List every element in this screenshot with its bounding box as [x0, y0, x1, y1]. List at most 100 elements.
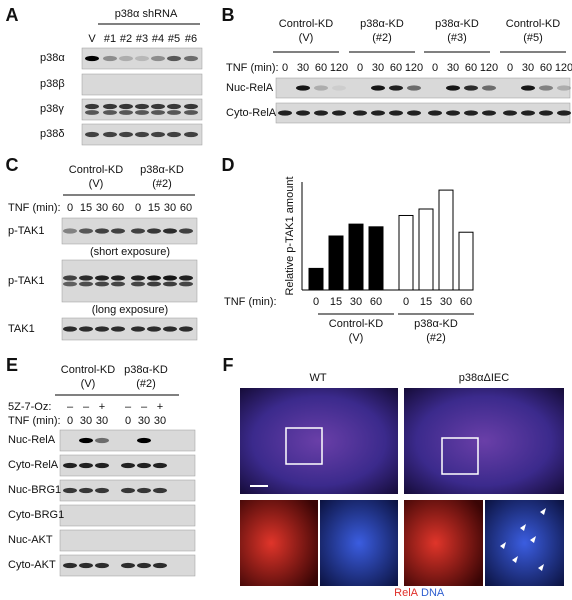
treat-label: 5Z-7-Oz: — [8, 401, 51, 413]
band — [103, 131, 117, 138]
band — [482, 110, 496, 116]
band — [79, 228, 93, 234]
group-name: p38α-KD — [140, 164, 184, 176]
band — [131, 281, 145, 287]
lane-label: #3 — [136, 33, 148, 45]
blot — [81, 47, 203, 70]
band — [95, 562, 109, 569]
group-name: p38α-KD — [360, 18, 404, 30]
band — [85, 110, 99, 115]
band — [85, 131, 99, 138]
band — [163, 326, 177, 332]
blot — [81, 73, 203, 96]
band — [79, 462, 93, 469]
band — [85, 103, 99, 110]
time-label: 0 — [67, 415, 73, 427]
band — [179, 326, 193, 332]
row-label: p38γ — [40, 103, 64, 115]
lane-label: #4 — [152, 33, 164, 45]
lane-label: #2 — [120, 33, 132, 45]
lane-label: #5 — [168, 33, 180, 45]
group-sub: (#5) — [523, 32, 543, 44]
row-label: TAK1 — [8, 323, 35, 335]
time-label: 0 — [282, 62, 288, 74]
band — [167, 131, 181, 138]
band — [119, 103, 133, 110]
band — [147, 228, 161, 234]
row-label: Nuc-RelA — [226, 82, 274, 94]
band — [111, 228, 125, 234]
tnf-label: TNF (min): — [226, 62, 279, 74]
time-label: 30 — [297, 62, 309, 74]
panel-label: D — [222, 155, 235, 175]
row-label: p38α — [40, 52, 65, 64]
time-label: 30 — [372, 62, 384, 74]
bar — [368, 226, 384, 291]
band — [63, 281, 77, 287]
condition-label: WT — [309, 372, 326, 384]
band — [103, 55, 117, 62]
band — [521, 110, 535, 116]
time-label: 120 — [330, 62, 348, 74]
image-relA-wt — [240, 500, 318, 586]
band — [151, 110, 165, 115]
group-sub: (V) — [81, 378, 96, 390]
band — [137, 487, 151, 494]
group-sub: (#3) — [447, 32, 467, 44]
band — [95, 462, 109, 469]
x-tick-label: 0 — [313, 296, 319, 308]
band — [103, 103, 117, 110]
bar — [398, 214, 414, 291]
bar — [308, 267, 324, 291]
band — [147, 281, 161, 287]
legend-dna: DNA — [421, 587, 445, 599]
band — [521, 85, 535, 91]
band — [407, 110, 421, 116]
band — [131, 228, 145, 234]
time-label: 30 — [138, 415, 150, 427]
band — [79, 437, 93, 444]
band — [539, 110, 553, 116]
time-label: 15 — [80, 202, 92, 214]
band — [119, 110, 133, 115]
band — [332, 110, 346, 116]
time-label: 60 — [540, 62, 552, 74]
time-label: 15 — [148, 202, 160, 214]
time-label: 0 — [67, 202, 73, 214]
row-label: p-TAK1 — [8, 275, 44, 287]
lane-label: #6 — [185, 33, 197, 45]
tnf-label: TNF (min): — [8, 415, 61, 427]
band — [179, 275, 193, 281]
treat-sign: – — [125, 401, 132, 413]
band — [79, 487, 93, 494]
band — [147, 275, 161, 281]
legend-relA: RelA — [394, 587, 419, 599]
band — [119, 131, 133, 138]
band — [79, 326, 93, 332]
treat-sign: + — [157, 401, 163, 413]
time-label: 0 — [432, 62, 438, 74]
bar — [348, 223, 364, 291]
row-note: (long exposure) — [92, 304, 168, 316]
band — [184, 103, 198, 110]
band — [135, 131, 149, 138]
band — [135, 55, 149, 62]
header: p38α shRNA — [115, 8, 178, 20]
band — [63, 562, 77, 569]
band — [135, 110, 149, 115]
row-label: Cyto-BRG1 — [8, 509, 64, 521]
time-label: 60 — [390, 62, 402, 74]
time-label: 60 — [112, 202, 124, 214]
row-label: Nuc-AKT — [8, 534, 53, 546]
image-dna-wt — [320, 500, 398, 586]
group-name: Control-KD — [61, 364, 115, 376]
band — [184, 131, 198, 138]
band — [153, 462, 167, 469]
treat-sign: – — [83, 401, 90, 413]
blot — [61, 259, 198, 303]
y-axis-label: Relative p-TAK1 amount — [284, 176, 296, 295]
band — [63, 462, 77, 469]
band — [296, 85, 310, 91]
band — [121, 487, 135, 494]
band — [446, 85, 460, 91]
